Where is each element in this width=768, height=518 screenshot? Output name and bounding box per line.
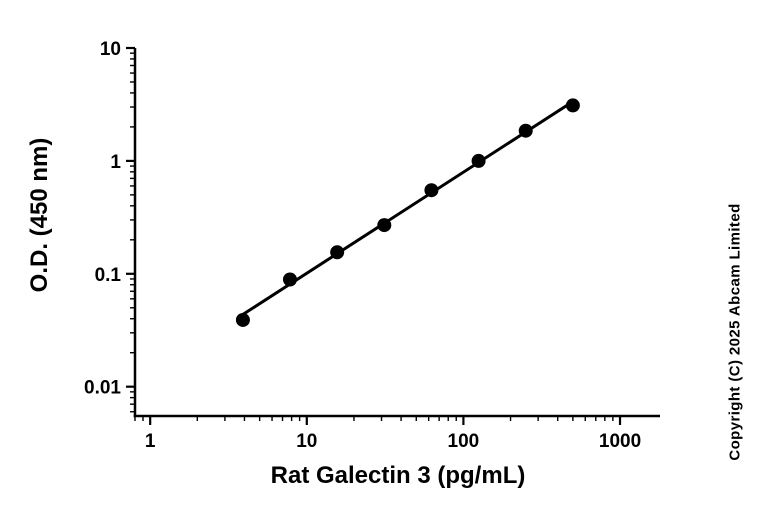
y-tick-label: 10: [100, 39, 121, 60]
y-tick-label: 1: [110, 152, 121, 173]
x-tick-label: 1: [145, 431, 156, 452]
data-point: [282, 272, 297, 287]
data-point: [565, 98, 580, 113]
x-tick-label: 1000: [599, 431, 641, 452]
fit-line: [241, 100, 575, 316]
x-tick-label: 100: [448, 431, 480, 452]
data-point: [235, 312, 250, 327]
data-point: [377, 218, 392, 233]
data-point: [424, 183, 439, 198]
x-tick-label: 10: [296, 431, 317, 452]
data-point: [330, 245, 345, 260]
y-tick-label: 0.01: [84, 378, 121, 399]
x-axis-label: Rat Galectin 3 (pg/mL): [270, 462, 526, 489]
data-point: [518, 123, 533, 138]
data-point: [471, 153, 486, 168]
y-axis-label: O.D. (450 nm): [26, 137, 53, 293]
copyright-notice: Copyright (C) 2025 Abcam Limited: [726, 203, 744, 461]
y-tick-label: 0.1: [95, 265, 122, 286]
